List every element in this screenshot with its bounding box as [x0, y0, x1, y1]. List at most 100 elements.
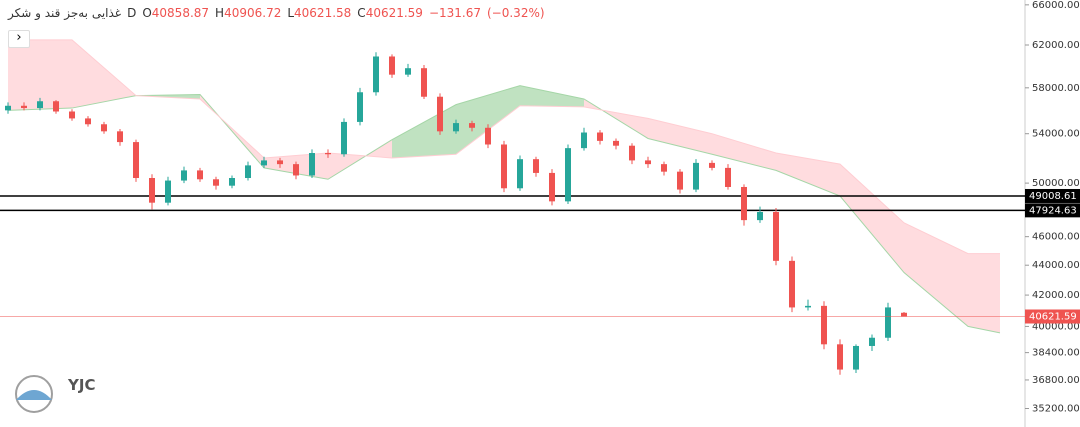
y-tick-label: 40000.00 [1032, 321, 1080, 332]
y-tick-label: 62000.00 [1032, 40, 1080, 51]
candle-body [549, 172, 555, 202]
y-tick-label: 42000.00 [1032, 290, 1080, 301]
candle-body [69, 111, 75, 119]
candle-body [453, 123, 459, 132]
candle-body [293, 164, 299, 176]
candle-body [357, 92, 363, 122]
candle-body [757, 212, 763, 221]
legend-high: H40906.72 [215, 6, 281, 20]
candle-body [501, 144, 507, 189]
value: 40621.58 [294, 6, 352, 20]
cloud-segment [968, 253, 1000, 333]
candle-body [709, 162, 715, 168]
candle-body [421, 68, 427, 97]
candle-body [837, 344, 843, 370]
cloud-segment [776, 153, 840, 197]
y-tick-label: 35200.00 [1032, 403, 1080, 414]
cloud-segment [456, 85, 520, 155]
cloud-line [8, 39, 1000, 255]
candle-body [725, 167, 731, 187]
candle-body [197, 170, 203, 180]
collapse-button[interactable]: › [8, 30, 30, 48]
candle-body [261, 160, 267, 166]
candle-body [773, 212, 779, 261]
cloud-line [7, 85, 1001, 334]
y-tick-label: 50000.00 [1032, 178, 1080, 189]
cloud-segment [392, 104, 456, 158]
y-tick-label: 36800.00 [1032, 375, 1080, 386]
candle-body [485, 127, 491, 145]
y-tick-label: 66000.00 [1032, 0, 1080, 11]
y-tick-label: 38400.00 [1032, 348, 1080, 359]
level-label: 49008.61 [1029, 191, 1077, 202]
candle-body [309, 153, 315, 176]
candle-body [149, 178, 155, 203]
watermark: YJC [68, 376, 96, 394]
candle-body [53, 101, 59, 112]
change-pct: (−0.32%) [487, 6, 545, 20]
prefix: L [287, 6, 295, 20]
candle-body [341, 121, 347, 155]
symbol: غذایی به‌جز قند و شکر [8, 6, 122, 20]
candle-body [677, 171, 683, 190]
legend-low: L40621.58 [287, 6, 351, 20]
legend-close: C40621.59 [357, 6, 423, 20]
value: 40906.72 [224, 6, 282, 20]
candle-body [581, 132, 587, 149]
level-label: 47924.63 [1029, 205, 1077, 216]
value: 40858.87 [151, 6, 210, 20]
candle-body [901, 312, 907, 317]
candle-body [5, 105, 11, 111]
candle-body [101, 124, 107, 132]
level-label-bg [1025, 188, 1080, 203]
candle-body [21, 105, 27, 109]
candle-body [181, 170, 187, 181]
candle-body [277, 160, 283, 165]
candle-body [629, 145, 635, 161]
candle-body [165, 180, 171, 203]
interval: D [127, 6, 137, 20]
cloud-segment [8, 39, 72, 111]
candle-body [133, 142, 139, 179]
candle-body [853, 345, 859, 370]
candle-body [229, 178, 235, 186]
candle-body [245, 165, 251, 179]
candle-body [213, 179, 219, 186]
candle-body [517, 159, 523, 189]
header: غذایی به‌جز قند و شکر D O40858.87 H40906… [8, 6, 545, 20]
watermark-icon [15, 375, 53, 413]
y-tick-label: 44000.00 [1032, 260, 1080, 271]
candle-body [469, 123, 475, 128]
candle-body [325, 153, 331, 155]
candle-body [533, 159, 539, 173]
cloud-segment [840, 164, 904, 273]
candle-body [565, 148, 571, 202]
candle-body [885, 307, 891, 338]
prefix: O [142, 6, 152, 20]
candle-body [789, 260, 795, 308]
candle-body [389, 56, 395, 75]
candle-body [693, 162, 699, 190]
value: 40621.59 [365, 6, 423, 20]
candle-body [85, 118, 91, 125]
cloud-segment [520, 85, 584, 107]
candle-body [597, 132, 603, 141]
change: −131.67 [428, 6, 481, 20]
cloud-segment [904, 222, 968, 327]
y-tick-label: 46000.00 [1032, 232, 1080, 243]
candle-body [869, 337, 875, 346]
candle-body [613, 140, 619, 146]
cloud-segment [72, 39, 136, 109]
y-tick-label: 54000.00 [1032, 129, 1080, 140]
prefix: H [215, 6, 225, 20]
legend-open: O40858.87 [142, 6, 209, 20]
candle-body [373, 56, 379, 93]
candle-body [37, 101, 43, 109]
price-label-bg [1025, 309, 1080, 324]
candle-body [117, 131, 123, 143]
level-label-bg [1025, 203, 1080, 218]
cloud-segment [648, 118, 712, 155]
candle-body [405, 68, 411, 75]
